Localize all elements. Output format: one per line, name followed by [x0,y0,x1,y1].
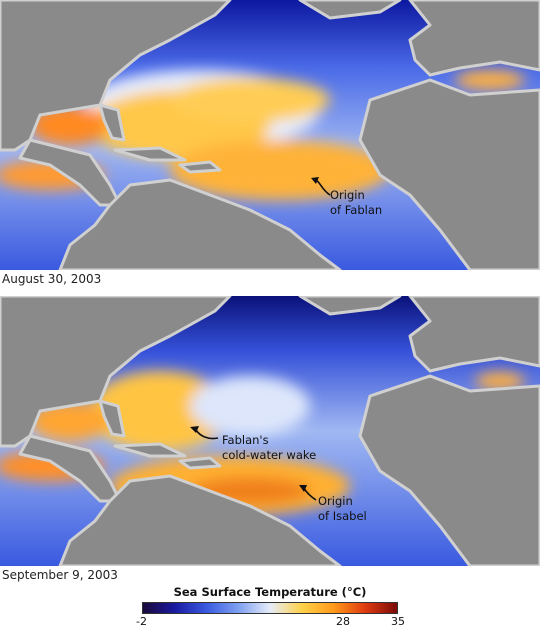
annotation-line: of Fablan [330,203,382,217]
annotation-origin-fablan: Origin of Fablan [311,177,382,217]
africa [358,374,540,566]
annotation-line: of Isabel [318,509,367,523]
cuba [113,146,187,162]
hispaniola [178,456,222,470]
sst-map-sep-9: Fablan's cold-water wake Origin of Isabe… [0,296,540,566]
warm-water-field [0,371,525,516]
annotation-line: cold-water wake [222,448,316,462]
annotation-line: Origin [330,188,365,202]
europe [408,0,540,77]
map-date-label: September 9, 2003 [2,568,118,582]
florida [98,103,126,142]
annotation-origin-isabel: Origin of Isabel [299,485,367,523]
legend-tick-max: 35 [391,615,405,628]
south-america [58,474,342,566]
greenland [298,296,402,316]
legend-title: Sea Surface Temperature (°C) [173,585,367,599]
warm-water-field [0,70,525,200]
land-masses [0,0,540,270]
legend-tick-min: -2 [136,615,147,628]
europe [408,296,540,373]
greenland [298,0,402,20]
annotation-cold-water-wake: Fablan's cold-water wake [190,426,316,462]
land-masses [0,296,540,566]
cuba [113,442,187,458]
africa [358,78,540,270]
map-date-label: August 30, 2003 [2,272,102,286]
hispaniola [178,160,222,174]
sst-map-aug-30: Origin of Fablan [0,0,540,270]
florida [98,399,126,438]
south-america [58,178,342,270]
annotation-line: Origin [318,494,353,508]
legend-tick-mid: 28 [336,615,350,628]
annotation-line: Fablan's [222,433,269,447]
temperature-colorbar [142,602,398,614]
